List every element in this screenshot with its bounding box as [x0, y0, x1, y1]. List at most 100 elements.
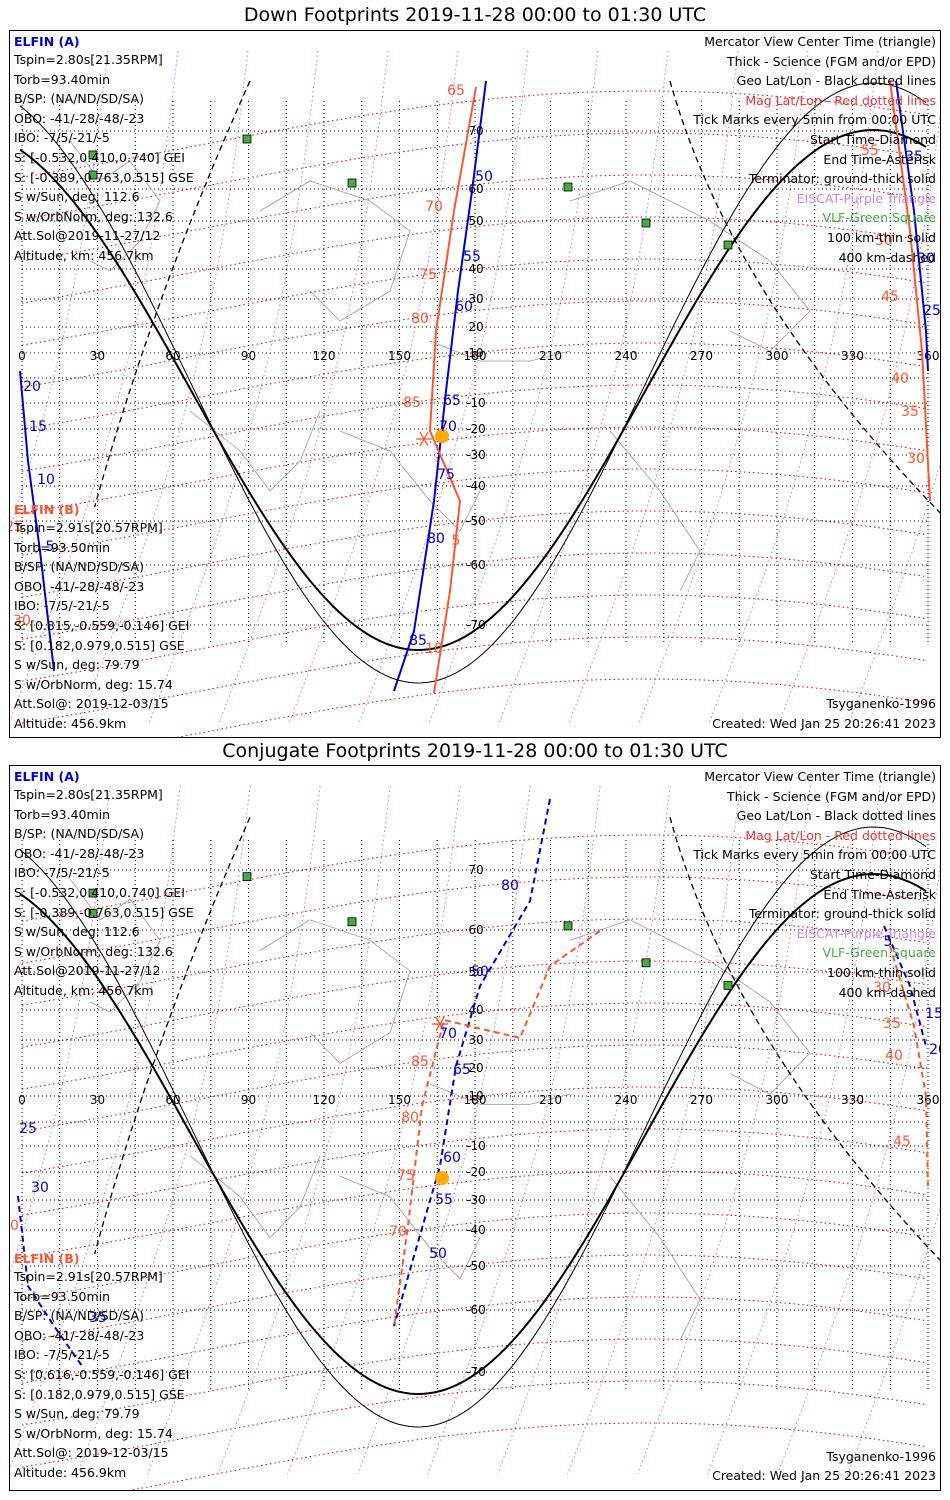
- sat-a-line: B/SP: (NA/ND/SD/SA): [14, 826, 144, 842]
- mag-latitude-line: [21, 300, 927, 388]
- lon-tick-label: 30: [90, 1093, 105, 1107]
- mag-latitude-line: [21, 426, 927, 514]
- sat-b-line: Torb=93.50min: [14, 1288, 111, 1304]
- mag-longitude-line: [568, 50, 739, 724]
- sat-a-line: IBO: -7/5/-21/-5: [14, 130, 110, 146]
- sun-marker: [435, 429, 449, 443]
- mag-latitude-line: [21, 1254, 927, 1342]
- lat-tick-label: -30: [466, 448, 486, 462]
- sat-a-line: Tspin=2.80s[21.35RPM]: [14, 52, 163, 67]
- mag-latitude-line: [21, 918, 927, 1006]
- sat-b-line: IBO: -7/5/-21/-5: [14, 598, 110, 614]
- elfin-b-time-label: 75: [397, 1168, 415, 1184]
- mag-longitude-line: [778, 112, 940, 724]
- lat-tick-label: 20: [468, 320, 483, 334]
- elfin-a-time-label: 55: [435, 1192, 453, 1208]
- coastline: [609, 1175, 701, 1341]
- elfin-a-time-label: 50: [429, 1246, 447, 1262]
- elfin-a-time-label: 20: [929, 1042, 940, 1058]
- lon-tick-label: 150: [388, 349, 411, 363]
- mag-longitude-line: [217, 785, 391, 1475]
- lat-tick-label: -70: [466, 618, 486, 632]
- lon-tick-label: 30: [90, 349, 105, 363]
- lon-tick-label: 360: [917, 1093, 940, 1107]
- elfin-b-time-label: 50: [10, 1218, 19, 1234]
- lon-tick-label: 270: [690, 1093, 713, 1107]
- sat-a-line: S: [-0.532,0.410,0.740] GEI: [14, 149, 185, 165]
- sat-a-line: S: [-0.389,-0.763,0.515] GSE: [14, 904, 194, 920]
- coastline: [189, 410, 321, 492]
- coastline: [259, 919, 411, 1064]
- sat-b-line: S: [0.616,-0.559,-0.146] GEI: [14, 1366, 190, 1382]
- elfin-b-track: [428, 86, 477, 694]
- sat-b-line: S w/Sun, deg: 79.79: [14, 1406, 140, 1422]
- vlf-square: [723, 240, 733, 250]
- elfin-a-time-label: 35: [905, 149, 923, 165]
- model-label: Tsyganenko-1996: [826, 1449, 936, 1464]
- mag-latitude-line: [21, 174, 927, 262]
- mag-longitude-line: [708, 50, 879, 724]
- elfin-a-time-label: 50: [475, 169, 493, 185]
- legend-item: Thick - Science (FGM and/or EPD): [727, 53, 936, 69]
- sat-b-line: Torb=93.50min: [14, 539, 111, 555]
- conjugate-footprints-panel: 0 30 60 90 120 150 180 210 240 270 300 330 360 70 60 50…: [9, 765, 941, 1491]
- vlf-square: [641, 958, 651, 968]
- lon-tick-label: 60: [165, 349, 180, 363]
- lat-tick-label: 60: [468, 923, 483, 937]
- elfin-a-track-edge: [883, 925, 927, 1047]
- mag-latitude-line: [21, 1338, 927, 1426]
- lat-tick-label: -10: [466, 1139, 486, 1153]
- legend-item: 100 km-thin solid: [827, 964, 936, 980]
- mag-longitude-line: [10, 50, 179, 723]
- elfin-a-time-label: 25: [923, 303, 940, 319]
- mag-latitude-line: [21, 636, 927, 724]
- lat-tick-label: 10: [468, 1089, 483, 1103]
- mag-latitude-line: [21, 510, 927, 598]
- down-footprints-panel: 0 30 60 90 120 150 180 210 240 270 300 330 360 70 60 50…: [9, 30, 941, 738]
- mag-latitude-line: [21, 384, 927, 472]
- lon-tick-label: 330: [841, 349, 864, 363]
- sat-a-line: Altitude, km: 456.7km: [14, 247, 154, 263]
- lon-tick-label: 90: [241, 1093, 256, 1107]
- sat-a-line: S w/OrbNorm, deg: 132.6: [14, 208, 173, 224]
- sat-a-name: ELFIN (A): [14, 34, 80, 49]
- mag-longitude-line: [10, 50, 109, 530]
- lon-tick-label: 180: [464, 349, 487, 363]
- conjugate-footprints-map: 0 30 60 90 120 150 180 210 240 270 300 330 360 70 60 50…: [10, 785, 940, 1490]
- elfin-b-time-label: 35: [883, 1016, 901, 1032]
- elfin-a-time-label: 60: [443, 1150, 461, 1166]
- elfin-a-time-label: 5: [884, 934, 893, 950]
- elfin-b-time-label: 75: [419, 267, 437, 283]
- elfin-a-time-label: 5: [46, 539, 55, 555]
- sat-a-line: Tspin=2.80s[21.35RPM]: [14, 787, 163, 802]
- mag-latitude-line: [21, 552, 927, 640]
- sat-a-line: S w/OrbNorm, deg: 132.6: [14, 943, 173, 959]
- vlf-square: [723, 980, 733, 990]
- lon-tick-label: 330: [841, 1093, 864, 1107]
- vlf-square: [641, 218, 651, 228]
- elfin-a-track-edge: [895, 80, 929, 372]
- legend-item: Mag Lat/Lon - Red dotted lines: [745, 827, 936, 843]
- elfin-a-time-label: 35: [89, 1310, 107, 1326]
- mag-latitude-line: [21, 468, 927, 556]
- coastline: [609, 430, 701, 592]
- terminator-line: [19, 872, 927, 1396]
- lat-tick-label: -40: [466, 479, 486, 493]
- sat-b-line: S: [0.182,0.979,0.515] GSE: [14, 637, 185, 653]
- lon-tick-label: 210: [539, 1093, 562, 1107]
- sat-b-line: S w/Sun, deg: 79.79: [14, 657, 140, 673]
- sat-b-line: Att.Sol@: 2019-12-03/15: [14, 696, 169, 712]
- lon-tick-label: 120: [313, 349, 336, 363]
- elfin-a-time-label: 80: [501, 878, 519, 894]
- elfin-b-time-label: 45: [893, 1134, 911, 1150]
- elfin-a-time-label: 30: [917, 251, 935, 267]
- sat-a-line: Torb=93.40min: [14, 806, 111, 822]
- mag-longitude-line: [358, 50, 529, 724]
- elfin-a-time-label: 20: [23, 379, 41, 395]
- legend-item: End Time-Asterisk: [823, 886, 936, 902]
- legend-item: Terminator: ground-thick solid: [748, 906, 936, 922]
- legend-item: Thick - Science (FGM and/or EPD): [727, 788, 936, 804]
- coastline: [339, 430, 481, 532]
- lon-tick-label: 270: [690, 349, 713, 363]
- sat-a-line: IBO: -7/5/-21/-5: [14, 865, 110, 881]
